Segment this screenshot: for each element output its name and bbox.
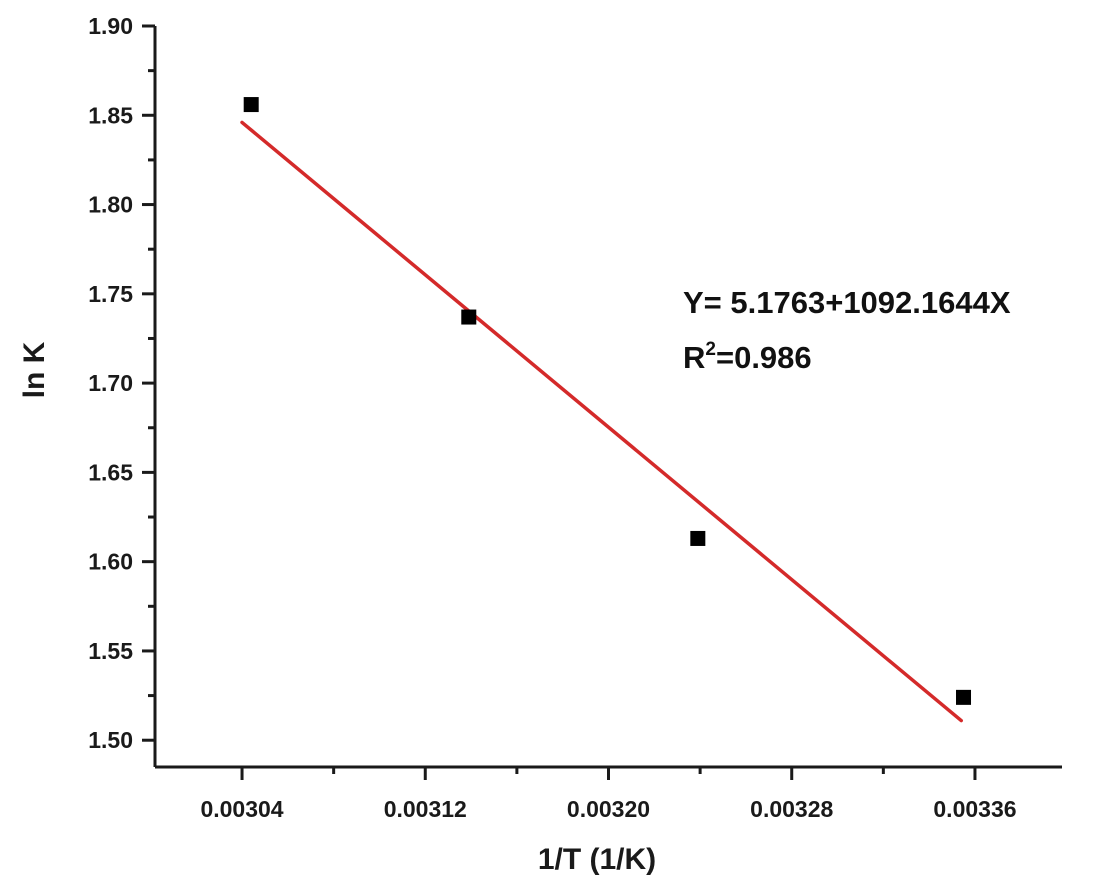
x-tick-label: 0.00320	[567, 796, 650, 822]
data-points	[243, 97, 972, 705]
y-tick-labels: 1.50 1.55 1.60 1.65 1.70 1.75 1.80 1.85 1.90	[88, 13, 133, 753]
r-squared-value: =0.986	[716, 340, 812, 375]
y-tick-label: 1.90	[88, 13, 133, 39]
y-axis-title: ln K	[18, 341, 51, 398]
x-tick-label: 0.00312	[384, 796, 467, 822]
data-point	[956, 689, 972, 705]
x-axis-title: 1/T (1/K)	[538, 843, 656, 876]
x-tick-labels: 0.00304 0.00312 0.00320 0.00328 0.00336	[200, 796, 1016, 822]
data-point	[690, 530, 706, 546]
equation-annotation: Y= 5.1763+1092.1644X	[683, 285, 1011, 320]
y-tick-label: 1.70	[88, 370, 133, 396]
y-tick-label: 1.80	[88, 192, 133, 218]
x-tick-label: 0.00304	[200, 796, 283, 822]
y-tick-label: 1.55	[88, 638, 133, 664]
data-point	[461, 309, 477, 325]
data-point	[243, 97, 259, 113]
y-tick-label: 1.50	[88, 727, 133, 753]
fit-line	[240, 120, 963, 723]
y-tick-label: 1.85	[88, 102, 133, 128]
x-tick-label: 0.00336	[933, 796, 1016, 822]
y-tick-label: 1.60	[88, 549, 133, 575]
y-tick-label: 1.75	[88, 281, 133, 307]
y-tick-label: 1.65	[88, 459, 133, 485]
r-squared-superscript: 2	[705, 339, 716, 360]
r-squared-annotation: R2=0.986	[683, 339, 812, 375]
axis-ticks	[142, 24, 977, 780]
r-squared-prefix: R	[683, 340, 705, 375]
x-tick-label: 0.00328	[750, 796, 833, 822]
